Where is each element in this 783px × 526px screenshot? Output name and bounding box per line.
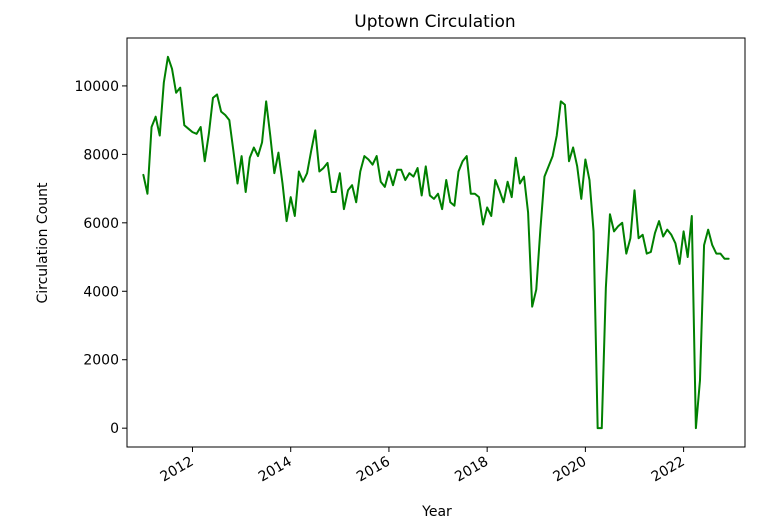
- plot-frame: [126, 37, 746, 448]
- x-tick-label: 2012: [158, 454, 197, 486]
- x-tick-label: 2020: [551, 454, 590, 486]
- series-layer: [142, 55, 730, 430]
- y-axis: 0 2000 4000 6000 8000 10000: [74, 79, 127, 437]
- y-tick-label: 10000: [74, 79, 119, 95]
- x-axis-title: Year: [421, 504, 452, 520]
- y-tick-label: 8000: [83, 147, 119, 163]
- y-tick-label: 4000: [83, 284, 119, 300]
- series-line-0: [142, 55, 730, 430]
- x-axis: 2012 2014 2016 2018 2020 2022: [158, 447, 688, 485]
- x-tick-label: 2022: [649, 454, 688, 486]
- y-axis-title: Circulation Count: [35, 182, 51, 304]
- chart-title: Uptown Circulation: [354, 12, 515, 32]
- y-tick-label: 6000: [83, 216, 119, 232]
- x-tick-label: 2018: [452, 454, 491, 486]
- y-tick-label: 0: [110, 421, 119, 437]
- y-tick-label: 2000: [83, 353, 119, 369]
- x-tick-label: 2014: [256, 454, 295, 486]
- x-tick-label: 2016: [354, 454, 393, 486]
